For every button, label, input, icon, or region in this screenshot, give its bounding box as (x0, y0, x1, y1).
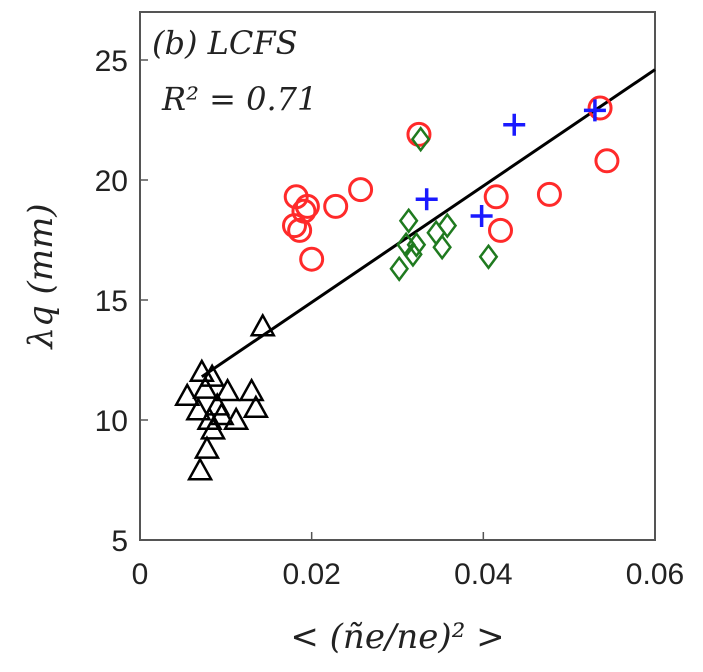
plus-marker (583, 99, 606, 122)
circle-marker (536, 181, 562, 207)
circle-marker (483, 184, 509, 210)
triangle-marker (223, 406, 250, 431)
triangle-marker (196, 406, 223, 431)
circle-marker (488, 217, 513, 243)
diamond-marker (406, 231, 427, 258)
diamond-marker (426, 219, 446, 246)
triangle-marker (238, 377, 265, 402)
triangle-marker (198, 363, 226, 387)
panel-label: (b) LCFS (152, 24, 297, 62)
y-tick-label: 15 (95, 285, 128, 318)
plus-marker (503, 113, 526, 136)
triangle-marker (208, 401, 235, 426)
x-axis-label: < (ñe/ne)² > (290, 617, 504, 657)
diamond-marker (389, 255, 410, 282)
circle-marker (294, 193, 320, 219)
x-tick-label: 0.04 (454, 558, 512, 591)
y-tick-label: 5 (111, 525, 128, 558)
x-tick-label: 0 (132, 558, 149, 591)
circle-marker (291, 198, 317, 224)
triangle-marker (214, 377, 241, 402)
circle-marker (348, 177, 374, 203)
triangle-marker (174, 382, 201, 407)
diamond-marker (398, 207, 419, 234)
triangle-marker (242, 394, 269, 419)
triangle-marker (186, 456, 214, 481)
circle-marker (406, 121, 432, 147)
triangle-marker (188, 358, 215, 383)
y-tick-label: 20 (95, 165, 128, 198)
x-tick-label: 0.02 (282, 558, 340, 591)
fit-line (200, 68, 656, 379)
triangle-marker (185, 396, 212, 421)
triangle-marker (199, 416, 227, 440)
circle-marker (287, 217, 313, 243)
data-points (174, 95, 620, 481)
diamond-marker (410, 126, 431, 153)
y-axis-label: λq (mm) (21, 203, 61, 350)
axis-ticks: 0 0.02 0.04 0.06 5 10 15 20 25 (95, 45, 685, 591)
triangle-marker (249, 312, 276, 337)
circle-marker (299, 246, 325, 272)
circle-marker (587, 95, 613, 121)
circle-marker (323, 193, 349, 219)
r-squared-annotation: R² = 0.71 (161, 80, 317, 118)
triangle-marker (193, 435, 221, 459)
x-tick-label: 0.06 (626, 558, 684, 591)
diamond-marker (403, 241, 423, 268)
fit-line-group (200, 68, 656, 379)
diamond-marker (437, 212, 458, 239)
plot-frame (139, 11, 656, 541)
y-tick-label: 25 (95, 45, 128, 78)
triangle-marker (192, 375, 219, 399)
plus-marker (470, 205, 493, 227)
plus-marker (415, 188, 438, 211)
diamond-marker (478, 243, 499, 270)
y-tick-label: 10 (95, 405, 128, 438)
diamond-marker (432, 234, 452, 261)
circle-marker (594, 148, 620, 174)
